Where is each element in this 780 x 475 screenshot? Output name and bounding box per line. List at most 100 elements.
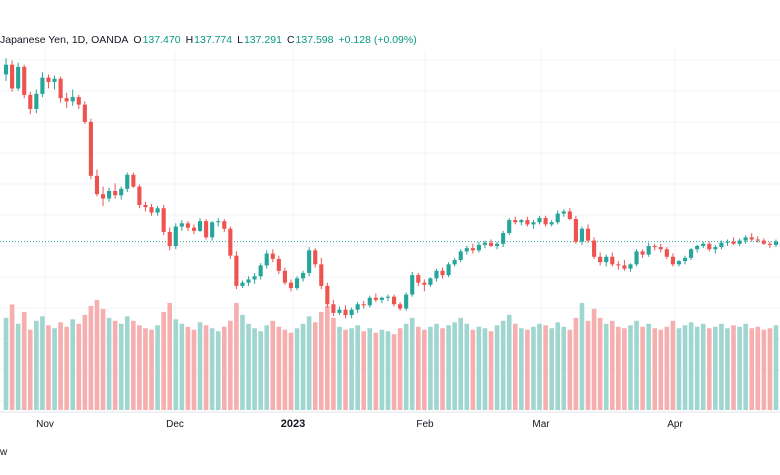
candle-body [410,275,415,295]
volume-bar [616,326,621,410]
volume-bar [476,326,482,410]
candle [113,183,118,199]
candle-body [16,66,21,89]
volume-bar [725,328,730,410]
volume-bar [355,325,360,410]
volume-bar [537,323,542,410]
volume-bar [94,300,100,410]
volume-bar [549,328,554,410]
candle-body [658,247,663,250]
candle-body [525,220,530,225]
volume-bar [124,316,130,410]
symbol-name: Japanese Yen, 1D, OANDA [0,34,129,46]
volume-bar [543,325,548,410]
volume-bar [422,329,427,410]
candle-body [398,304,403,309]
volume-bar [719,323,724,410]
candle [567,208,572,221]
candle [252,272,257,284]
volume-bar [706,328,712,410]
volume-bar [773,325,779,410]
volume-bar [379,329,385,410]
candle-body [664,249,669,257]
volume-bar [731,325,736,410]
candle-body [385,296,391,298]
candle [543,215,548,227]
volume-bar [161,311,166,410]
volume-bar [525,329,530,410]
volume-bar [203,325,209,410]
candle-body [137,186,142,205]
candle [501,230,506,248]
candle-body [240,282,245,286]
candle [3,58,9,81]
candle-body [197,221,203,231]
volume-bar [682,325,688,410]
candle [167,227,172,251]
candle-body [652,245,657,248]
candle [100,186,106,207]
volume-bar [482,328,488,410]
candle [191,224,197,235]
candle [464,245,469,255]
candle [755,236,760,243]
volume-bar [452,322,457,410]
candle-body [567,211,572,220]
candle [216,217,221,227]
candle [592,237,597,259]
candle-body [537,217,542,223]
volume-bar [155,325,160,410]
volume-bar [343,329,348,410]
candle [307,247,312,277]
candle-body [22,66,27,95]
candle-body [646,245,651,255]
volume-bar [258,331,263,410]
candle [773,239,779,248]
volume-bar [743,323,748,410]
candle [416,272,421,286]
candle [361,301,366,309]
candle [161,204,166,236]
volume-bar [46,325,51,410]
volume-bar [143,328,148,410]
volume-bar [609,320,615,410]
candle-body [216,221,221,223]
volume-bar [688,322,694,410]
volume-bar [670,320,676,410]
x-tick-label: 2023 [281,418,305,430]
volume-bar [573,317,579,410]
candle [179,220,184,231]
candle-body [276,258,281,271]
x-tick-label: Apr [667,419,683,430]
candle [507,217,512,236]
candle [58,76,63,103]
candle [604,254,609,267]
candle [713,244,718,254]
candle [458,249,463,263]
volume-bar [337,326,342,410]
volume-bar [264,325,270,410]
volume-bar [622,328,627,410]
volume-bar [288,332,294,410]
candle [210,221,215,241]
volume-bar [409,317,415,410]
volume-bar [76,323,82,410]
candle-body [628,264,633,269]
candle-body [64,98,69,102]
candle [731,237,736,245]
candle [707,241,712,252]
candle-body [707,243,712,250]
volume-bar [694,326,700,410]
volume-bar [167,302,173,410]
candle-body [579,228,585,242]
candle-body [343,309,348,316]
candle [313,248,318,268]
volume-bar [331,317,336,410]
volume-bar [361,331,367,410]
candle-body [264,253,269,266]
volume-bar [34,320,39,410]
candle-body [743,237,748,241]
candle [446,262,451,278]
